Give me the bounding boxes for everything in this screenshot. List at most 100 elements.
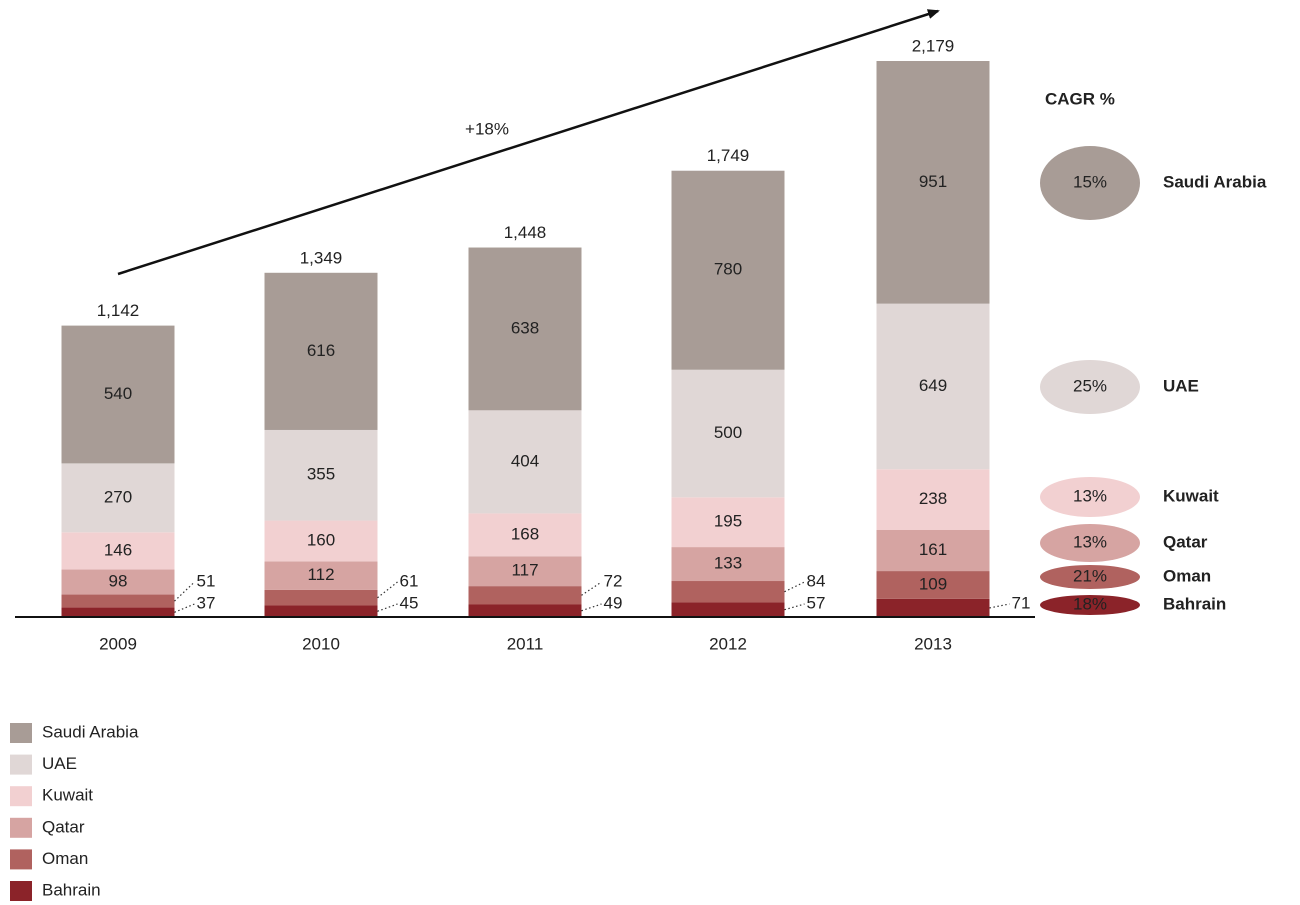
cagr-label: 13% <box>1073 486 1107 505</box>
growth-arrow <box>117 9 940 276</box>
segment-label: 951 <box>919 172 947 191</box>
legend-swatch <box>10 786 32 807</box>
segment-label: 45 <box>400 593 419 612</box>
segment-label: 84 <box>807 571 826 590</box>
leader-line <box>784 603 805 611</box>
segment-label: 195 <box>714 512 742 531</box>
bar-segment <box>876 303 990 470</box>
bar-segment <box>468 556 582 587</box>
cagr-bubble <box>1040 146 1140 220</box>
total-label: 1,749 <box>707 146 750 165</box>
segment-label: 780 <box>714 260 742 279</box>
segment-label: 160 <box>307 530 335 549</box>
cagr-country: Qatar <box>1163 532 1208 551</box>
cagr-label: 15% <box>1073 172 1107 191</box>
cagr-country: Kuwait <box>1163 486 1219 505</box>
bar-segment <box>671 369 785 498</box>
leader-line <box>377 581 398 599</box>
bar-segment <box>876 61 990 304</box>
cagr-country: Bahrain <box>1163 594 1226 613</box>
segment-label: 61 <box>400 571 419 590</box>
total-label: 2,179 <box>912 36 955 55</box>
bar-segment <box>468 247 582 411</box>
bar-segment <box>264 520 378 562</box>
leader-line <box>174 603 195 613</box>
legend-swatch <box>10 849 32 870</box>
total-label: 1,448 <box>504 223 547 242</box>
cagr-bubble <box>1040 477 1140 517</box>
bar-segment <box>61 463 175 533</box>
bar-segment <box>671 170 785 370</box>
bar-segment <box>61 569 175 595</box>
bar-segment <box>61 594 175 608</box>
cagr-country: Saudi Arabia <box>1163 172 1267 191</box>
bar-segment <box>61 325 175 464</box>
segment-label: 161 <box>919 540 947 559</box>
segment-label: 168 <box>511 524 539 543</box>
segment-label: 238 <box>919 489 947 508</box>
leader-line <box>581 581 602 596</box>
legend-label: Bahrain <box>42 880 101 899</box>
legend-label: Qatar <box>42 817 85 836</box>
leader-line <box>377 603 398 612</box>
segment-label: 71 <box>1012 593 1031 612</box>
segment-label: 37 <box>197 593 216 612</box>
legend-swatch <box>10 817 32 838</box>
legend-label: Kuwait <box>42 786 93 805</box>
cagr-label: 21% <box>1073 566 1107 585</box>
legend-swatch <box>10 723 32 743</box>
bar-segment <box>468 410 582 514</box>
segment-label: 112 <box>307 565 334 584</box>
segment-label: 500 <box>714 423 742 442</box>
bar-segment <box>876 571 990 599</box>
cagr-label: 25% <box>1073 376 1107 395</box>
segment-label: 49 <box>604 593 623 612</box>
cagr-bubble <box>1040 565 1140 589</box>
x-tick-label: 2010 <box>302 634 340 653</box>
cagr-country: UAE <box>1163 376 1199 395</box>
bar-segment <box>264 272 378 430</box>
bar-segment <box>264 605 378 617</box>
bar-segment <box>264 561 378 590</box>
segment-label: 117 <box>511 561 538 580</box>
total-label: 1,142 <box>97 301 140 320</box>
bar-segment <box>671 581 785 603</box>
bar-segment <box>671 602 785 617</box>
leader-line <box>581 603 602 612</box>
x-tick-label: 2009 <box>99 634 137 653</box>
bar-segment <box>61 607 175 617</box>
legend-label: Saudi Arabia <box>42 722 139 741</box>
cagr-bubble <box>1040 595 1140 615</box>
cagr-label: 13% <box>1073 532 1107 551</box>
segment-label: 355 <box>307 465 335 484</box>
segment-label: 109 <box>919 574 947 593</box>
growth-label: +18% <box>465 119 509 138</box>
segment-label: 649 <box>919 376 947 395</box>
bar-segment <box>468 586 582 605</box>
bar-segment <box>876 598 990 617</box>
segment-label: 72 <box>604 571 623 590</box>
bar-segment <box>264 429 378 521</box>
segment-label: 146 <box>104 540 132 559</box>
bar-segment <box>671 547 785 582</box>
cagr-country: Oman <box>1163 566 1211 585</box>
segment-label: 57 <box>807 593 826 612</box>
segment-label: 540 <box>104 384 132 403</box>
legend-label: Oman <box>42 849 88 868</box>
x-tick-label: 2011 <box>507 634 544 653</box>
segment-label: 404 <box>511 451 539 470</box>
segment-label: 98 <box>109 572 128 591</box>
cagr-bubble <box>1040 360 1140 414</box>
bar-segment <box>264 589 378 606</box>
segment-label: 51 <box>197 571 216 590</box>
segment-label: 638 <box>511 318 539 337</box>
x-tick-label: 2013 <box>914 634 952 653</box>
bar-segment <box>876 529 990 572</box>
bar-segment <box>61 532 175 570</box>
leader-line <box>784 581 805 593</box>
segment-label: 616 <box>307 341 335 360</box>
total-label: 1,349 <box>300 248 343 267</box>
leader-line <box>174 581 195 602</box>
segment-label: 133 <box>714 554 742 573</box>
